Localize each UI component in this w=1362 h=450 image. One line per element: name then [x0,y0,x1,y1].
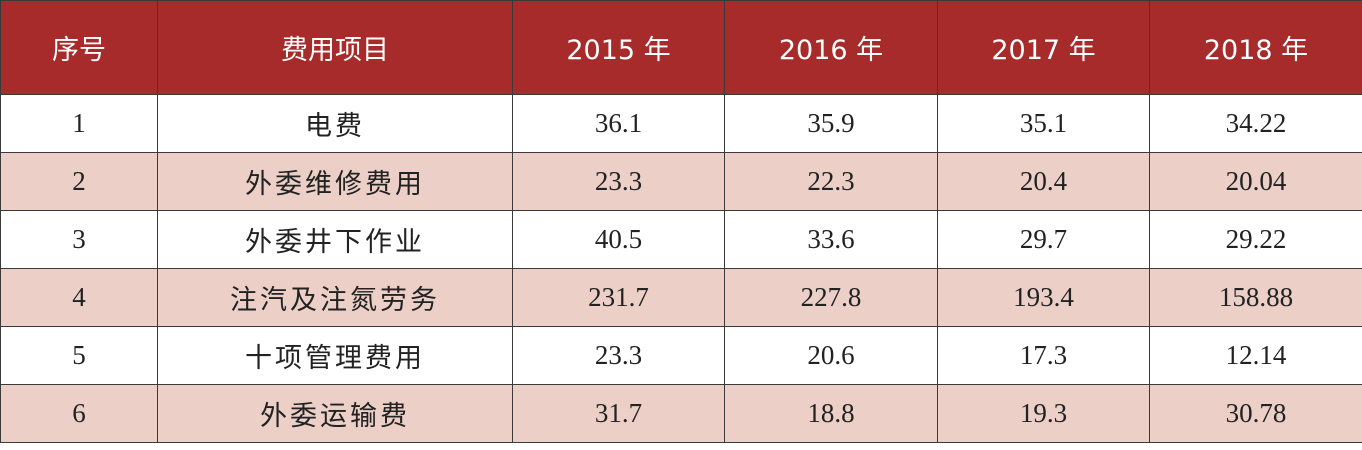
value-cell: 35.1 [937,94,1150,153]
value-cell: 36.1 [512,94,725,153]
value-cell: 4 [0,268,158,327]
table-row: 3 外委井下作业 40.5 33.6 29.7 29.22 [0,210,1362,269]
item-cell: 外委维修费用 [157,152,513,211]
header-cell: 2015 年 [512,0,725,95]
item-cell: 外委运输费 [157,384,513,443]
value-cell: 30.78 [1149,384,1362,443]
value-cell: 231.7 [512,268,725,327]
value-cell: 19.3 [937,384,1150,443]
item-cell: 电费 [157,94,513,153]
value-cell: 2 [0,152,158,211]
table-row: 5 十项管理费用 23.3 20.6 17.3 12.14 [0,326,1362,385]
header-cell: 2017 年 [937,0,1150,95]
header-row: 序号 费用项目 2015 年 2016 年 2017 年 2018 年 [0,0,1362,95]
item-cell: 外委井下作业 [157,210,513,269]
value-cell: 20.4 [937,152,1150,211]
value-cell: 5 [0,326,158,385]
value-cell: 158.88 [1149,268,1362,327]
value-cell: 23.3 [512,326,725,385]
table-body: 1 电费 36.1 35.9 35.1 34.22 2 外委维修费用 23.3 22.3 20.4 2… [0,94,1362,443]
header-cell: 序号 [0,0,158,95]
value-cell: 35.9 [724,94,938,153]
value-cell: 3 [0,210,158,269]
value-cell: 193.4 [937,268,1150,327]
value-cell: 40.5 [512,210,725,269]
value-cell: 33.6 [724,210,938,269]
value-cell: 6 [0,384,158,443]
value-cell: 29.22 [1149,210,1362,269]
item-cell: 十项管理费用 [157,326,513,385]
value-cell: 18.8 [724,384,938,443]
value-cell: 22.3 [724,152,938,211]
value-cell: 227.8 [724,268,938,327]
value-cell: 23.3 [512,152,725,211]
value-cell: 12.14 [1149,326,1362,385]
value-cell: 1 [0,94,158,153]
table-row: 2 外委维修费用 23.3 22.3 20.4 20.04 [0,152,1362,211]
value-cell: 31.7 [512,384,725,443]
table-row: 6 外委运输费 31.7 18.8 19.3 30.78 [0,384,1362,443]
value-cell: 34.22 [1149,94,1362,153]
table-row: 4 注汽及注氮劳务 231.7 227.8 193.4 158.88 [0,268,1362,327]
header-cell: 2018 年 [1149,0,1362,95]
value-cell: 17.3 [937,326,1150,385]
value-cell: 20.6 [724,326,938,385]
item-cell: 注汽及注氮劳务 [157,268,513,327]
table-header: 序号 费用项目 2015 年 2016 年 2017 年 2018 年 [0,0,1362,95]
value-cell: 29.7 [937,210,1150,269]
table-row: 1 电费 36.1 35.9 35.1 34.22 [0,94,1362,153]
header-cell: 2016 年 [724,0,938,95]
header-cell: 费用项目 [157,0,513,95]
value-cell: 20.04 [1149,152,1362,211]
